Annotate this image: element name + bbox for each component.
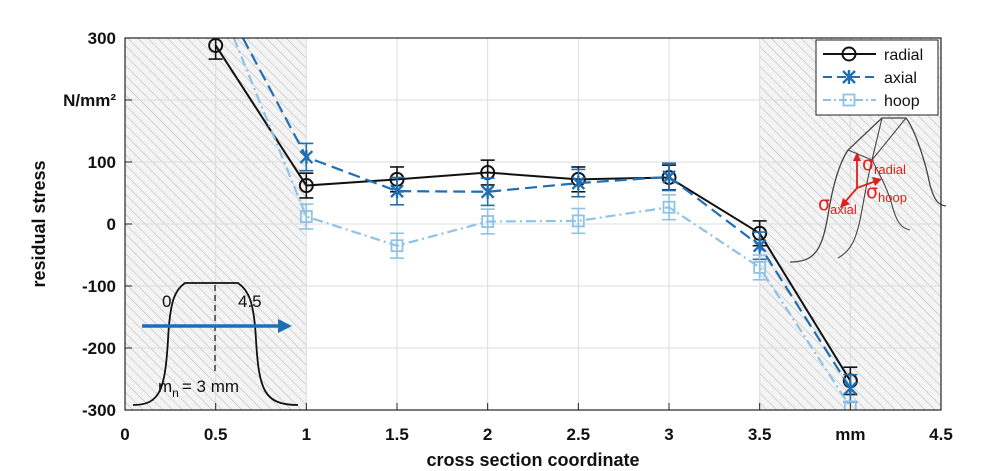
data-point <box>571 176 586 191</box>
data-point <box>480 184 495 199</box>
x-tick-label: 0.5 <box>204 425 228 444</box>
error-bar <box>208 38 223 60</box>
profile-start-label: 0 <box>162 292 171 311</box>
data-point <box>298 178 314 194</box>
x-axis-title: cross section coordinate <box>426 450 639 470</box>
profile-arrow-head <box>278 319 292 333</box>
data-point <box>662 169 676 184</box>
x-tick-label: 1 <box>302 425 311 444</box>
stress-component-inset: σradial σhoop σaxial <box>789 117 947 263</box>
x-tick-label: 2.5 <box>567 425 591 444</box>
series-hoop <box>232 38 857 410</box>
data-point <box>662 200 676 214</box>
x-tick-label: mm <box>835 425 865 444</box>
y-tick-label: N/mm² <box>63 91 116 110</box>
legend-item-axial: axial <box>823 70 917 87</box>
data-point <box>299 150 314 165</box>
sigma-hoop-arrowhead <box>872 177 882 186</box>
y-tick-labels: 300 N/mm² 100 0 -100 -200 -300 <box>63 29 116 420</box>
x-tick-labels: 0 0.5 1 1.5 2 2.5 3 3.5 mm 4.5 <box>120 425 953 444</box>
sigma-radial-arrowhead <box>853 152 861 161</box>
data-point <box>843 381 858 396</box>
data-point <box>208 38 224 53</box>
sigma-axial-arrow <box>844 187 858 203</box>
legend: radial axial hoop <box>815 39 939 116</box>
series-line-hoop <box>232 38 852 408</box>
tooth-profile-inset: 0 4.5 mn = 3 mm <box>132 282 299 406</box>
y-tick-label: -300 <box>82 401 116 420</box>
x-tick-label: 3 <box>664 425 673 444</box>
error-bar <box>571 207 586 235</box>
data-point <box>841 46 857 62</box>
y-tick-label: -100 <box>82 277 116 296</box>
tooth-profile-outline <box>132 282 299 406</box>
error-bar <box>299 172 314 199</box>
series-line-axial <box>241 38 852 389</box>
y-tick-label: 0 <box>107 215 116 234</box>
legend-items: radial axial hoop <box>823 46 923 110</box>
legend-box <box>815 39 939 116</box>
legend-item-hoop: hoop <box>823 93 920 110</box>
series-layer <box>208 38 858 410</box>
sigma-axial-arrowhead <box>840 198 850 208</box>
data-point <box>481 215 495 228</box>
data-point <box>390 239 404 253</box>
error-bar <box>299 203 314 230</box>
y-tick-label: 300 <box>88 29 116 48</box>
x-tick-label: 4.5 <box>929 425 953 444</box>
y-tick-label: -200 <box>82 339 116 358</box>
sigma-radial-label: σradial <box>862 153 906 177</box>
data-point <box>299 210 313 223</box>
y-axis-title: residual stress <box>29 160 49 287</box>
data-point <box>842 93 856 107</box>
y-tick-label: 100 <box>88 153 116 172</box>
data-point <box>571 214 585 228</box>
legend-item-radial: radial <box>823 46 923 64</box>
tooth-sketch-inner <box>837 117 911 259</box>
data-point <box>843 400 857 410</box>
axis-ticks <box>124 37 942 411</box>
x-tick-label: 1.5 <box>385 425 409 444</box>
error-bar <box>480 208 495 235</box>
sigma-axial-label: σaxial <box>818 193 857 217</box>
series-line-radial <box>214 44 852 382</box>
error-bar <box>752 254 767 281</box>
error-bar <box>390 232 404 259</box>
series-axial <box>241 38 858 403</box>
x-tick-label: 0 <box>120 425 129 444</box>
tooth-sketch-outline <box>789 117 947 263</box>
error-bar <box>662 194 676 221</box>
x-tick-label: 3.5 <box>748 425 772 444</box>
legend-label: hoop <box>884 93 920 110</box>
sigma-hoop-label: σhoop <box>866 181 907 205</box>
sigma-hoop-arrow <box>856 180 877 189</box>
legend-label: radial <box>884 47 923 64</box>
data-point <box>752 238 767 253</box>
module-label: mn = 3 mm <box>158 377 239 400</box>
legend-label: axial <box>884 70 917 87</box>
profile-end-label: 4.5 <box>238 292 262 311</box>
data-point <box>842 70 856 84</box>
data-point <box>753 260 767 274</box>
x-tick-label: 2 <box>483 425 492 444</box>
data-point <box>390 184 404 199</box>
